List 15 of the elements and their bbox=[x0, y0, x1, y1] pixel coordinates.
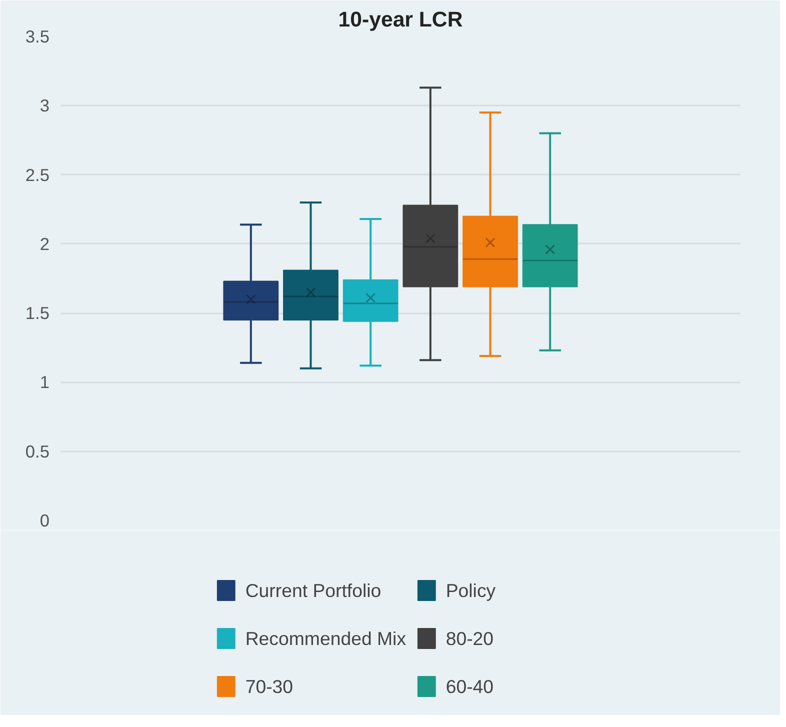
legend-label: 80-20 bbox=[446, 628, 494, 649]
y-tick-label: 1.5 bbox=[25, 303, 50, 324]
y-tick-label: 2 bbox=[40, 234, 50, 254]
y-tick-label: 0.5 bbox=[25, 441, 50, 462]
legend-label: Policy bbox=[446, 580, 496, 601]
chart-title: 10-year LCR bbox=[338, 8, 463, 32]
y-tick-label: 1 bbox=[40, 372, 50, 392]
y-tick-label: 0 bbox=[40, 510, 50, 530]
legend-label: 60-40 bbox=[446, 676, 494, 697]
legend-label: Recommended Mix bbox=[245, 628, 407, 649]
y-tick-label: 2.5 bbox=[25, 164, 50, 185]
y-tick-label: 3 bbox=[40, 96, 50, 116]
legend-label: Current Portfolio bbox=[245, 580, 382, 601]
legend-label: 70-30 bbox=[245, 676, 294, 697]
y-tick-label: 3.5 bbox=[25, 26, 50, 46]
